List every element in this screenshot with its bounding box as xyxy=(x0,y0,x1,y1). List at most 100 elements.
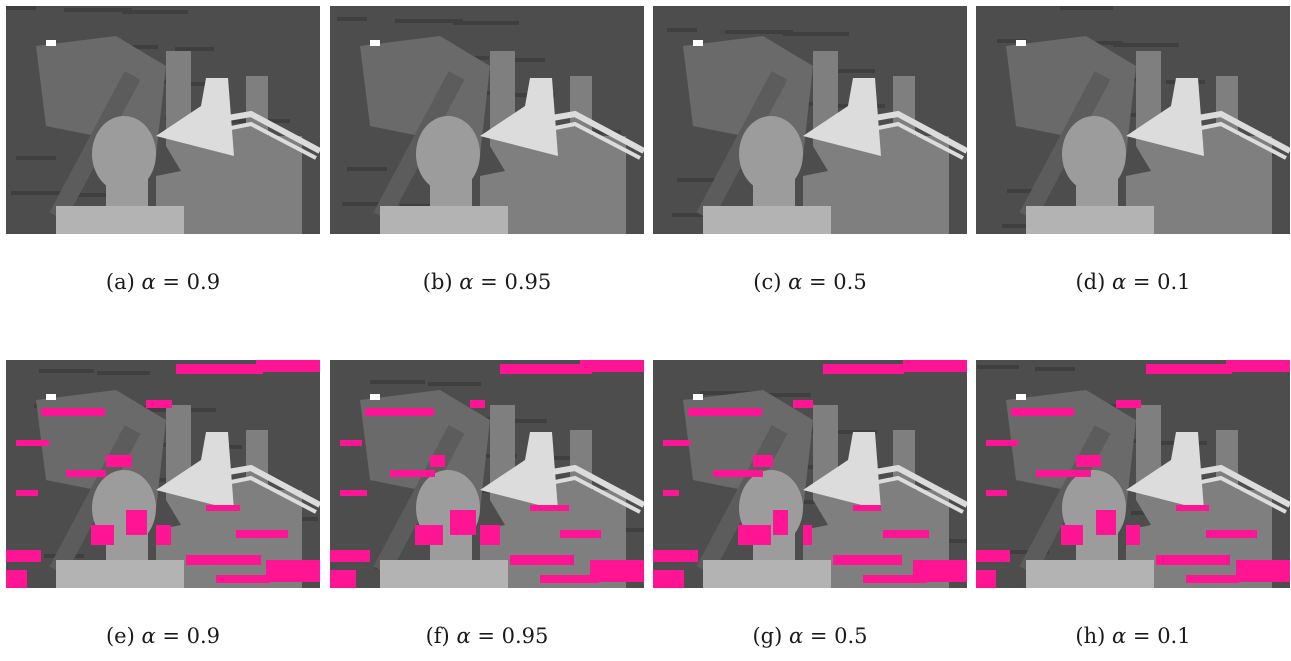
texture-streak xyxy=(811,430,877,434)
lamp-arm xyxy=(227,464,320,508)
alpha-symbol: α xyxy=(788,624,804,648)
texture-streak xyxy=(11,191,66,195)
error-pixels xyxy=(663,440,690,446)
disparity-map-image xyxy=(330,6,644,234)
texture-streak xyxy=(997,39,1027,43)
texture-streak xyxy=(122,10,188,14)
alpha-value: 0.5 xyxy=(833,270,867,294)
error-pixels xyxy=(1206,530,1257,538)
texture-streak xyxy=(175,47,214,51)
caption-letter: (b) xyxy=(422,270,453,294)
lamp-arm xyxy=(554,121,641,160)
error-pixels xyxy=(430,455,445,467)
error-pixels xyxy=(883,530,929,538)
error-pixels xyxy=(1011,408,1074,416)
lamp-shade xyxy=(480,432,558,510)
alpha-value: 0.9 xyxy=(186,624,221,648)
head-region xyxy=(1062,116,1126,192)
lamp-shade xyxy=(1126,432,1204,510)
disparity-map-image xyxy=(976,6,1290,234)
subfigure-caption: (e) α = 0.9 xyxy=(6,624,320,648)
bright-spot xyxy=(46,394,56,400)
texture-streak xyxy=(347,167,387,171)
lamp-shade xyxy=(156,78,234,156)
error-pixels xyxy=(976,550,1010,562)
neck-region xyxy=(1076,176,1118,211)
alpha-symbol: α xyxy=(456,624,471,648)
lamp-arm xyxy=(877,121,964,160)
error-pixels xyxy=(653,570,684,588)
error-pixels xyxy=(833,555,902,565)
lamp-arm xyxy=(877,475,964,514)
texture-streak xyxy=(370,380,425,384)
lamp-arm xyxy=(1200,121,1287,160)
texture-streak xyxy=(506,58,545,62)
error-pixels xyxy=(365,408,434,416)
error-pixels xyxy=(66,470,106,477)
caption-letter: (f) xyxy=(425,624,450,648)
neck-region xyxy=(753,176,795,211)
error-map-image xyxy=(6,360,320,588)
error-pixels xyxy=(1186,575,1239,583)
error-pixels xyxy=(216,575,270,583)
texture-streak xyxy=(1103,113,1159,117)
alpha-symbol: α xyxy=(141,270,156,294)
texture-streak xyxy=(39,369,94,373)
error-pixels xyxy=(415,525,443,545)
texture-streak xyxy=(758,393,811,397)
equals-sign: = xyxy=(1132,624,1151,648)
error-pixels xyxy=(390,470,435,477)
statue-base xyxy=(380,206,508,234)
lamp-arm xyxy=(227,110,320,154)
caption-letter: (h) xyxy=(1075,624,1106,648)
error-pixels xyxy=(1236,560,1290,582)
texture-streak xyxy=(69,193,122,197)
error-pixels xyxy=(753,455,773,467)
disparity-map-image xyxy=(6,6,320,234)
neck-region xyxy=(106,176,148,211)
subfigure xyxy=(976,6,1290,234)
alpha-value: 0.9 xyxy=(186,270,221,294)
error-pixels xyxy=(823,364,904,374)
error-pixels xyxy=(16,440,49,446)
subfigure xyxy=(330,360,644,588)
subfigure xyxy=(653,360,967,588)
error-map-image xyxy=(976,360,1290,588)
equals-sign: = xyxy=(1132,270,1151,294)
subfigure-caption: (g) α = 0.5 xyxy=(653,624,967,648)
disparity-map-image xyxy=(653,6,967,234)
error-pixels xyxy=(986,490,1007,496)
equals-sign: = xyxy=(477,624,495,648)
error-pixels xyxy=(340,490,367,496)
error-pixels xyxy=(1176,505,1209,511)
error-map-image xyxy=(653,360,967,588)
subfigure xyxy=(6,6,320,234)
error-pixels xyxy=(738,525,771,545)
subfigure-caption: (b) α = 0.95 xyxy=(330,270,644,294)
lamp-shade xyxy=(156,432,234,510)
lamp-arm xyxy=(1200,475,1287,514)
error-pixels xyxy=(6,570,27,588)
error-pixels xyxy=(6,550,41,562)
alpha-value: 0.5 xyxy=(834,624,868,648)
equals-sign: = xyxy=(162,624,180,648)
alpha-symbol: α xyxy=(1112,624,1127,648)
error-pixels xyxy=(1076,455,1101,467)
texture-streak xyxy=(6,6,36,10)
error-pixels xyxy=(530,505,569,511)
texture-streak xyxy=(677,178,717,182)
error-pixels xyxy=(16,490,38,496)
texture-streak xyxy=(783,32,849,36)
texture-streak xyxy=(667,28,697,32)
error-pixels xyxy=(976,570,996,588)
equals-sign: = xyxy=(809,624,828,648)
error-pixels xyxy=(560,530,601,538)
bright-spot xyxy=(46,40,56,46)
caption-letter: (g) xyxy=(752,624,783,648)
statue-base xyxy=(1026,206,1154,234)
error-pixels xyxy=(1096,510,1116,535)
texture-streak xyxy=(1088,404,1141,408)
equals-sign: = xyxy=(480,270,498,294)
statue-base xyxy=(56,206,184,234)
alpha-symbol: α xyxy=(141,624,156,648)
